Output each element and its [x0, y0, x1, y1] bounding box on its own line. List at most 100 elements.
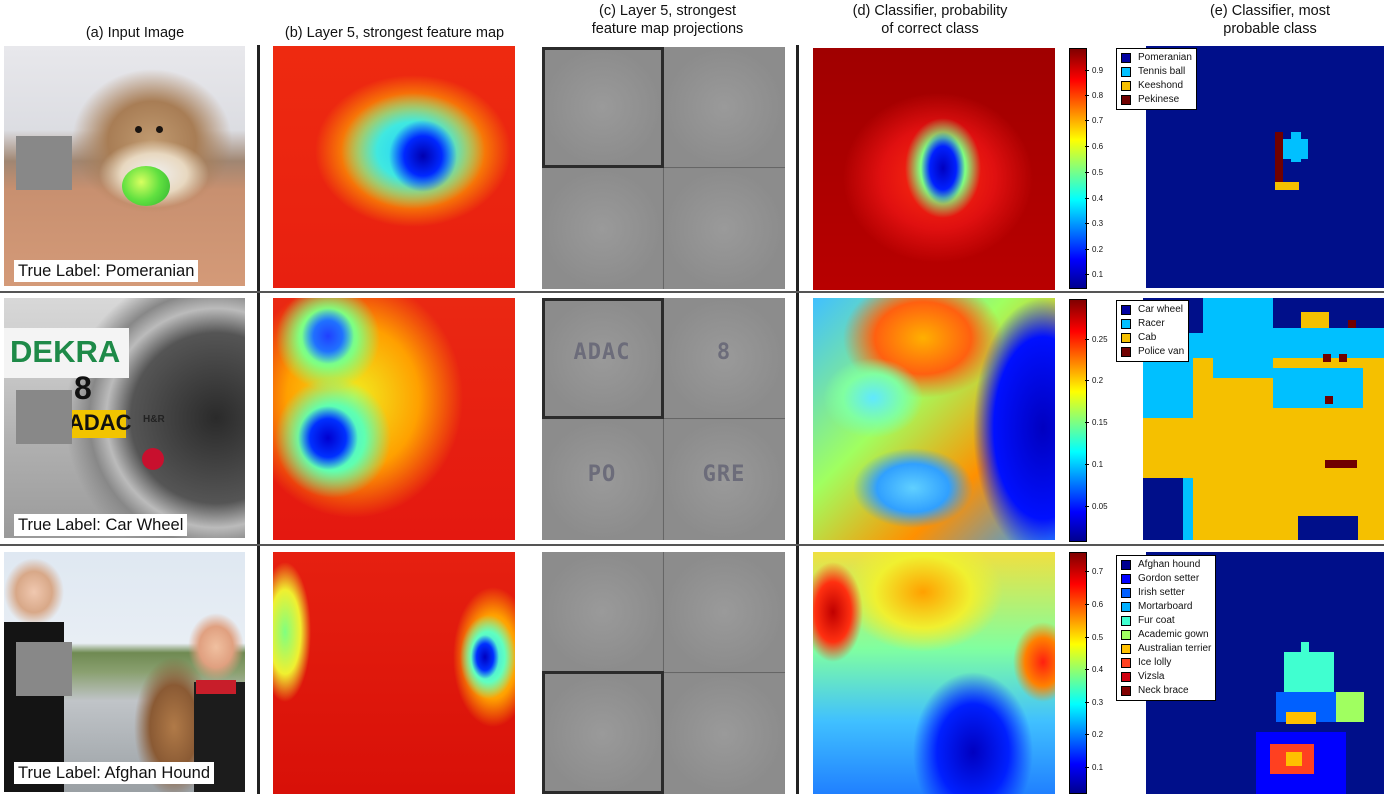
probability-map-car-wheel — [813, 298, 1055, 540]
legend-label: Neck brace — [1138, 685, 1189, 696]
legend-swatch — [1121, 658, 1131, 668]
vertical-separator-right — [796, 45, 799, 794]
class-region — [1273, 368, 1363, 408]
legend-swatch — [1121, 53, 1131, 63]
legend-label: Pomeranian — [1138, 52, 1192, 63]
feature-map-afghan-hound — [273, 552, 515, 794]
legend-item: Gordon setter — [1121, 572, 1211, 586]
hr-logo: H&R — [143, 414, 165, 425]
legend-item: Police van — [1121, 345, 1184, 359]
legend-item: Car wheel — [1121, 303, 1184, 317]
legend-label: Pekinese — [1138, 94, 1180, 105]
column-header-c: (c) Layer 5, strongest feature map proje… — [591, 3, 744, 37]
probability-map-pomeranian — [813, 48, 1055, 290]
legend-label: Ice lolly — [1138, 657, 1172, 668]
legend-label: Afghan hound — [1138, 559, 1201, 570]
legend-item: Academic gown — [1121, 628, 1211, 642]
legend-label: Tennis ball — [1138, 66, 1186, 77]
legend-swatch — [1121, 616, 1131, 626]
class-region — [1284, 652, 1334, 692]
class-region — [1301, 642, 1309, 654]
dekra-text: DEKRA — [10, 334, 121, 369]
legend-label: Australian terrier — [1138, 643, 1212, 654]
class-region — [1286, 752, 1302, 766]
projection-quadrant — [664, 169, 784, 289]
colorbar-tick: 0.7 — [1084, 116, 1104, 125]
colorbar-tick: 0.15 — [1085, 418, 1108, 427]
dog-eye-right — [156, 126, 163, 133]
legend-label: Car wheel — [1138, 304, 1184, 315]
colorbar-car-wheel — [1069, 299, 1087, 542]
colorbar-tick: 0.9 — [1084, 66, 1104, 75]
legend-swatch — [1121, 319, 1131, 329]
legend-label: Vizsla — [1138, 671, 1165, 682]
legend-item: Pomeranian — [1121, 51, 1192, 65]
colorbar-tick: 0.4 — [1084, 194, 1104, 203]
colorbar-tick: 0.4 — [1084, 665, 1104, 674]
column-header-a: (a) Input Image — [85, 25, 185, 41]
projection-quadrant: GRE — [664, 420, 784, 540]
highlight-frame — [542, 671, 664, 794]
legend-item: Neck brace — [1121, 684, 1211, 698]
legend-item: Mortarboard — [1121, 600, 1211, 614]
dog-eye-left — [135, 126, 142, 133]
column-header-d: (d) Classifier, probability of correct c… — [852, 3, 1008, 37]
projections-afghan-hound — [542, 552, 785, 794]
dekra-banner — [4, 328, 129, 378]
legend-swatch — [1121, 672, 1131, 682]
legend-swatch — [1121, 560, 1131, 570]
legend-swatch — [1121, 305, 1131, 315]
legend-item: Afghan hound — [1121, 558, 1211, 572]
colorbar-tick: 0.1 — [1084, 270, 1104, 279]
colorbar-pomeranian — [1069, 48, 1087, 289]
projection-quadrant: PO — [542, 420, 662, 540]
column-header-b: (b) Layer 5, strongest feature map — [284, 25, 505, 41]
legend-car-wheel: Car wheel Racer Cab Police van — [1116, 300, 1190, 362]
projections-pomeranian — [542, 47, 785, 289]
projection-quadrant — [664, 674, 784, 794]
legend-item: Ice lolly — [1121, 656, 1211, 670]
class-region — [1325, 460, 1357, 468]
row-separator-2 — [0, 544, 1384, 546]
projection-quadrant — [542, 47, 662, 167]
occluder-square — [16, 136, 72, 190]
colorbar-afghan-hound — [1069, 552, 1087, 794]
legend-item: Australian terrier — [1121, 642, 1211, 656]
legend-swatch — [1121, 81, 1131, 91]
colorbar-tick: 0.5 — [1084, 633, 1104, 642]
class-region — [1143, 418, 1193, 478]
vertical-separator-left — [257, 45, 260, 794]
highlight-frame — [542, 47, 664, 168]
colorbar-tick: 0.3 — [1084, 219, 1104, 228]
red-scarf — [196, 680, 236, 694]
column-header-e: (e) Classifier, most probable class — [1209, 3, 1331, 37]
red-emblem — [142, 448, 164, 470]
feature-map-car-wheel — [273, 298, 515, 540]
legend-swatch — [1121, 602, 1131, 612]
probability-map-afghan-hound — [813, 552, 1055, 794]
class-region — [1213, 353, 1273, 378]
projection-quadrant — [542, 674, 662, 794]
class-region — [1298, 516, 1358, 540]
class-region — [1275, 182, 1299, 190]
class-region — [1275, 132, 1283, 182]
input-image-afghan-hound — [4, 552, 245, 792]
legend-item: Pekinese — [1121, 93, 1192, 107]
colorbar-tick: 0.3 — [1084, 698, 1104, 707]
projections-car-wheel: ADAC 8 PO GRE — [542, 298, 785, 540]
adac-plate — [64, 410, 126, 438]
input-image-pomeranian — [4, 46, 245, 286]
row-separator-1 — [0, 291, 1384, 293]
projection-quadrant — [542, 169, 662, 289]
legend-item: Tennis ball — [1121, 65, 1192, 79]
colorbar-tick: 0.2 — [1084, 376, 1104, 385]
car-number: 8 — [74, 370, 92, 406]
highlight-frame — [542, 298, 664, 419]
legend-label: Fur coat — [1138, 615, 1175, 626]
colorbar-tick: 0.6 — [1084, 142, 1104, 151]
projection-quadrant: ADAC — [542, 298, 662, 418]
colorbar-tick: 0.25 — [1085, 335, 1108, 344]
colorbar-tick: 0.7 — [1084, 567, 1104, 576]
class-region — [1286, 712, 1316, 724]
tennis-toy — [122, 166, 170, 206]
